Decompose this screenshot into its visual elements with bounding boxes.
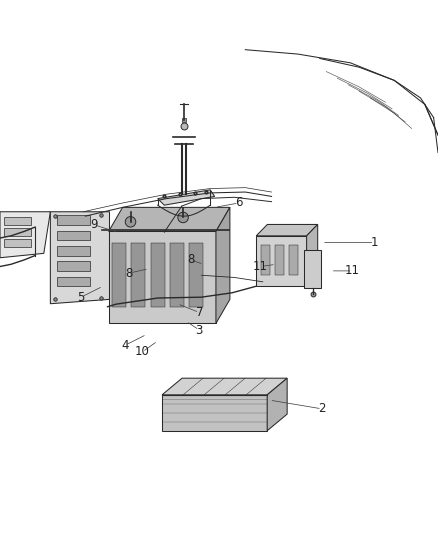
Bar bbox=[131, 243, 145, 307]
Bar bbox=[4, 239, 31, 247]
Text: 3: 3 bbox=[196, 324, 203, 336]
Text: 11: 11 bbox=[253, 260, 268, 273]
Circle shape bbox=[178, 212, 188, 223]
Bar bbox=[151, 243, 165, 307]
Bar bbox=[289, 245, 298, 275]
Text: 8: 8 bbox=[126, 266, 133, 280]
Text: 8: 8 bbox=[187, 253, 194, 266]
Bar bbox=[4, 217, 31, 225]
Circle shape bbox=[125, 216, 136, 227]
Bar bbox=[170, 243, 184, 307]
Bar bbox=[256, 236, 307, 286]
Bar bbox=[261, 245, 270, 275]
Bar bbox=[57, 261, 90, 271]
Bar bbox=[57, 246, 90, 255]
Text: 5: 5 bbox=[78, 290, 85, 304]
Polygon shape bbox=[267, 378, 287, 431]
Text: 9: 9 bbox=[90, 219, 98, 231]
Text: 7: 7 bbox=[195, 306, 203, 319]
Text: 1: 1 bbox=[371, 236, 378, 249]
Text: 10: 10 bbox=[135, 345, 150, 358]
Polygon shape bbox=[307, 224, 318, 286]
Bar bbox=[57, 231, 90, 240]
Polygon shape bbox=[109, 207, 230, 231]
Polygon shape bbox=[216, 207, 230, 324]
Polygon shape bbox=[158, 190, 215, 205]
Bar bbox=[57, 277, 90, 286]
Bar bbox=[275, 245, 284, 275]
Polygon shape bbox=[0, 212, 50, 258]
Text: 6: 6 bbox=[235, 197, 243, 209]
Polygon shape bbox=[50, 212, 110, 304]
Polygon shape bbox=[256, 224, 318, 236]
Text: 11: 11 bbox=[345, 264, 360, 277]
Bar bbox=[4, 228, 31, 236]
Bar bbox=[304, 251, 321, 287]
Bar bbox=[112, 243, 126, 307]
Text: 2: 2 bbox=[318, 402, 326, 415]
Bar bbox=[162, 395, 267, 431]
Polygon shape bbox=[162, 378, 287, 395]
Bar bbox=[57, 215, 90, 225]
Text: 4: 4 bbox=[121, 339, 129, 352]
Bar bbox=[109, 231, 216, 324]
Bar bbox=[189, 243, 203, 307]
